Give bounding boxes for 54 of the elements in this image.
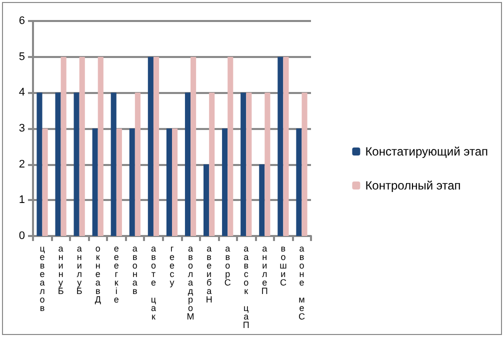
x-tick-label: вошиС (280, 243, 287, 288)
x-tick-label: авоте цак (150, 243, 156, 322)
y-tick-label: 5 (18, 50, 25, 63)
bar (55, 92, 61, 236)
bar (148, 56, 154, 236)
category-label: аавсок цаП (242, 243, 250, 330)
bar (240, 92, 246, 236)
bar (209, 92, 215, 236)
x-tick-label: геесу (169, 243, 175, 288)
category-label: аволадроМ (186, 243, 194, 322)
bar (246, 92, 252, 236)
x-tick-label: аворС (224, 243, 232, 288)
bar (153, 56, 160, 236)
bar (172, 128, 178, 236)
bar (264, 92, 270, 236)
x-tick-label: цевеалов (40, 243, 45, 313)
bar (259, 164, 265, 236)
legend-label: Контролный этап (365, 178, 461, 192)
bar (283, 56, 289, 236)
x-tick-label: авоне меС (298, 243, 306, 322)
x-tick-label: анилуБ (76, 243, 82, 296)
bar (42, 128, 48, 236)
bar (36, 92, 42, 236)
y-tick-label: 6 (18, 15, 25, 27)
bar (204, 164, 210, 236)
bar (92, 128, 98, 236)
bar (222, 128, 228, 236)
bar (134, 92, 140, 236)
bar (278, 56, 284, 236)
bar (74, 92, 80, 236)
y-tick-label: 0 (18, 230, 25, 242)
bar (129, 128, 135, 236)
x-tick-label: анинуБ (58, 243, 64, 296)
bar (116, 128, 122, 236)
bar (190, 56, 196, 236)
bar (184, 92, 191, 236)
x-tick-label: авеибаН (206, 243, 212, 304)
bar (166, 128, 172, 236)
y-tick-label: 1 (18, 194, 25, 206)
x-tick-label: ееегкіе (114, 243, 119, 304)
legend-label: Констатирующий этап (365, 144, 488, 158)
x-tick-label: анилеП (261, 243, 268, 296)
x-tick-label: окнеавД (94, 243, 101, 304)
y-tick-label: 3 (18, 122, 25, 134)
y-tick-label: 4 (18, 86, 25, 99)
bar (79, 56, 85, 236)
bar (302, 92, 308, 236)
x-tick-label: авонав (132, 243, 138, 296)
bar (296, 128, 302, 236)
bar (60, 56, 66, 236)
bar (228, 56, 234, 236)
bar (110, 92, 116, 236)
bar (98, 56, 104, 236)
y-tick-label: 2 (18, 158, 25, 170)
